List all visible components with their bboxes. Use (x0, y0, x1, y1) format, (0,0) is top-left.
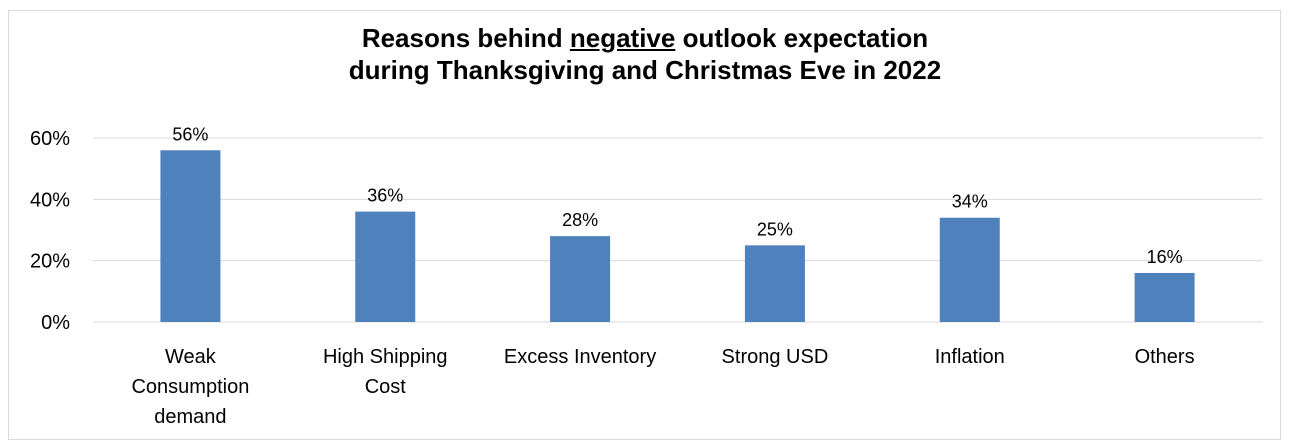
category-label-1: High Shipping (323, 346, 448, 368)
data-label-2: 28% (562, 210, 598, 230)
title-text-after: outlook expectation (675, 23, 929, 53)
data-label-1: 36% (367, 186, 403, 206)
bar-0 (160, 150, 221, 322)
chart-title-line-2: during Thanksgiving and Christmas Eve in… (348, 55, 942, 85)
category-label-0: demand (154, 406, 226, 428)
y-tick-label: 20% (30, 251, 70, 273)
data-labels: 56% 36% 28% 25% 34% 16% (172, 124, 1182, 267)
bars (160, 150, 1195, 322)
category-label-4: Inflation (935, 346, 1005, 368)
data-label-4: 34% (952, 192, 988, 212)
y-tick-label: 0% (41, 312, 70, 334)
y-tick-label: 40% (30, 189, 70, 211)
category-label-1: Cost (365, 376, 407, 398)
data-label-5: 16% (1147, 247, 1183, 267)
title-text-before: Reasons behind (361, 23, 570, 53)
gridlines (93, 137, 1262, 323)
bar-5 (1134, 272, 1195, 322)
bar-3 (744, 245, 805, 322)
category-label-0: Weak (165, 346, 217, 368)
bar-4 (939, 217, 1000, 322)
category-label-5: Others (1135, 346, 1195, 368)
category-label-2: Excess Inventory (504, 346, 656, 368)
category-label-3: Strong USD (722, 346, 829, 368)
y-tick-label: 60% (30, 128, 70, 150)
bar-1 (355, 211, 416, 322)
data-label-0: 56% (172, 124, 208, 144)
x-axis: Weak Consumption demand High Shipping Cost Ex… (131, 346, 1194, 428)
bar-2 (550, 236, 611, 322)
category-label-0: Consumption (131, 376, 249, 398)
y-axis: 0% 20% 40% 60% (30, 128, 70, 334)
data-label-3: 25% (757, 219, 793, 239)
chart-title-line-1: Reasons behind negative outlook expectat… (0, 22, 1290, 54)
chart-title: Reasons behind negative outlook expectat… (0, 22, 1290, 86)
title-underlined-word: negative (569, 23, 676, 53)
